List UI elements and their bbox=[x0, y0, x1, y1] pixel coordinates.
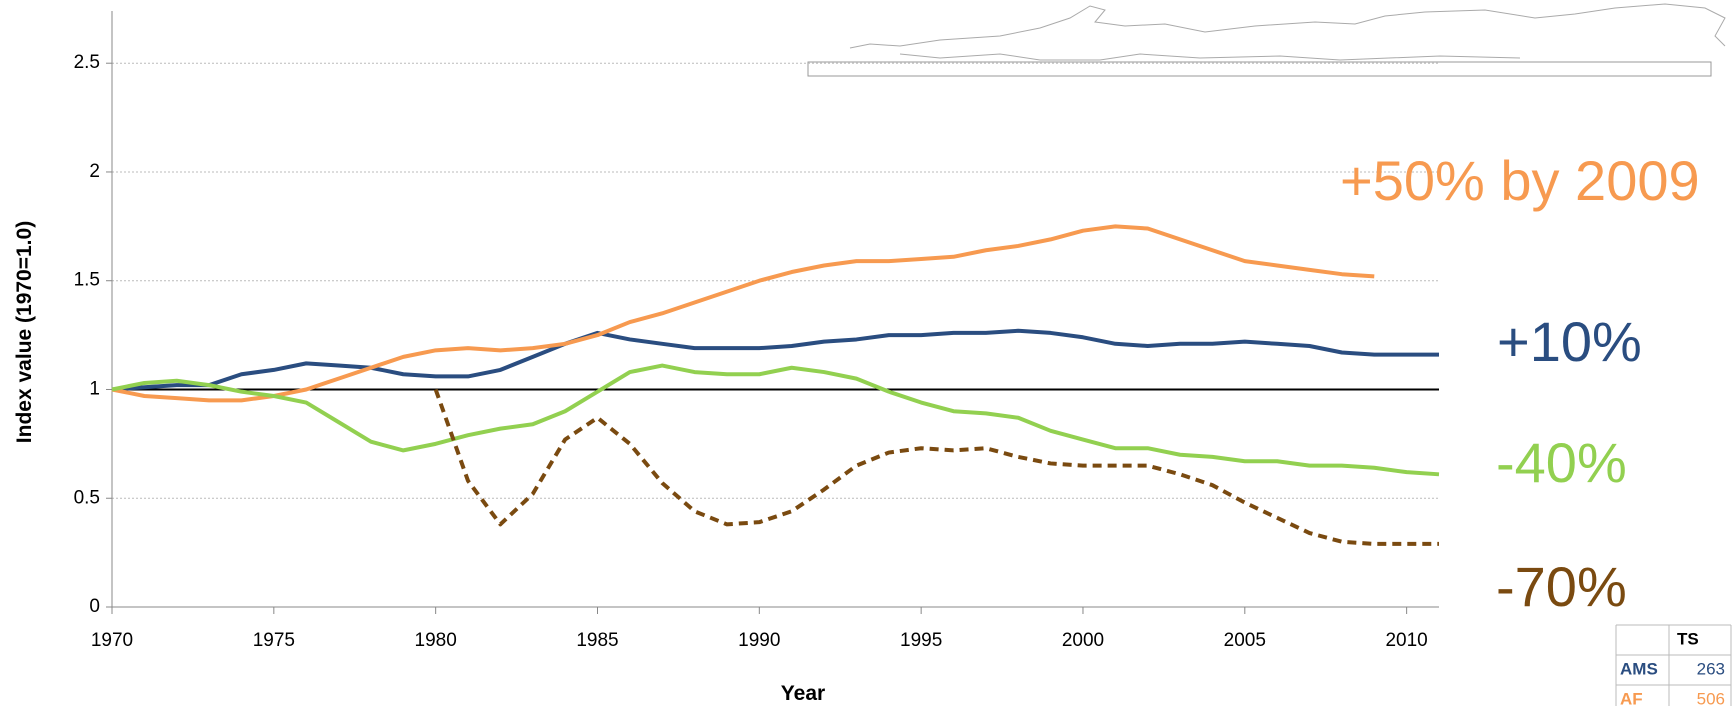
table-header: TS bbox=[1677, 629, 1699, 648]
series-line bbox=[111, 328, 1439, 392]
x-tick-label: 1970 bbox=[91, 630, 133, 651]
table-cell: AMS bbox=[1620, 659, 1658, 678]
x-tick-label: 1985 bbox=[576, 630, 618, 651]
annotation: +50% by 2009 bbox=[1340, 149, 1700, 212]
x-tick-label: 2010 bbox=[1385, 630, 1427, 651]
x-tick-label: 1980 bbox=[415, 630, 457, 651]
x-tick-label: 1975 bbox=[253, 630, 295, 651]
x-axis-title: Year bbox=[781, 682, 825, 705]
series-line bbox=[111, 224, 1375, 403]
x-tick-label: 2005 bbox=[1224, 630, 1266, 651]
y-axis-title: Index value (1970=1.0) bbox=[13, 221, 36, 443]
series-line bbox=[111, 363, 1440, 477]
y-tick-label: 0 bbox=[89, 596, 100, 617]
x-tick-label: 2000 bbox=[1062, 630, 1104, 651]
annotation: -70% bbox=[1496, 555, 1627, 618]
table-cell: 506 bbox=[1697, 689, 1725, 706]
legend-table: TS AMS 263 AF 506 bbox=[1615, 624, 1732, 706]
map-inset bbox=[807, 3, 1726, 77]
y-tick-label: 2 bbox=[89, 161, 100, 182]
table-cell: AF bbox=[1620, 689, 1643, 706]
y-tick-label: 1 bbox=[89, 378, 100, 399]
y-tick-label: 0.5 bbox=[74, 487, 100, 508]
map-outline bbox=[849, 3, 1726, 61]
table-cell: 263 bbox=[1697, 659, 1725, 678]
y-tick-label: 1.5 bbox=[74, 270, 100, 291]
map-frame bbox=[807, 61, 1712, 77]
annotation: -40% bbox=[1496, 431, 1627, 494]
y-tick-label: 2.5 bbox=[74, 52, 100, 73]
x-tick-label: 1990 bbox=[738, 630, 780, 651]
x-tick-label: 1995 bbox=[900, 630, 942, 651]
annotation: +10% bbox=[1497, 310, 1642, 373]
series-line bbox=[433, 388, 1439, 546]
